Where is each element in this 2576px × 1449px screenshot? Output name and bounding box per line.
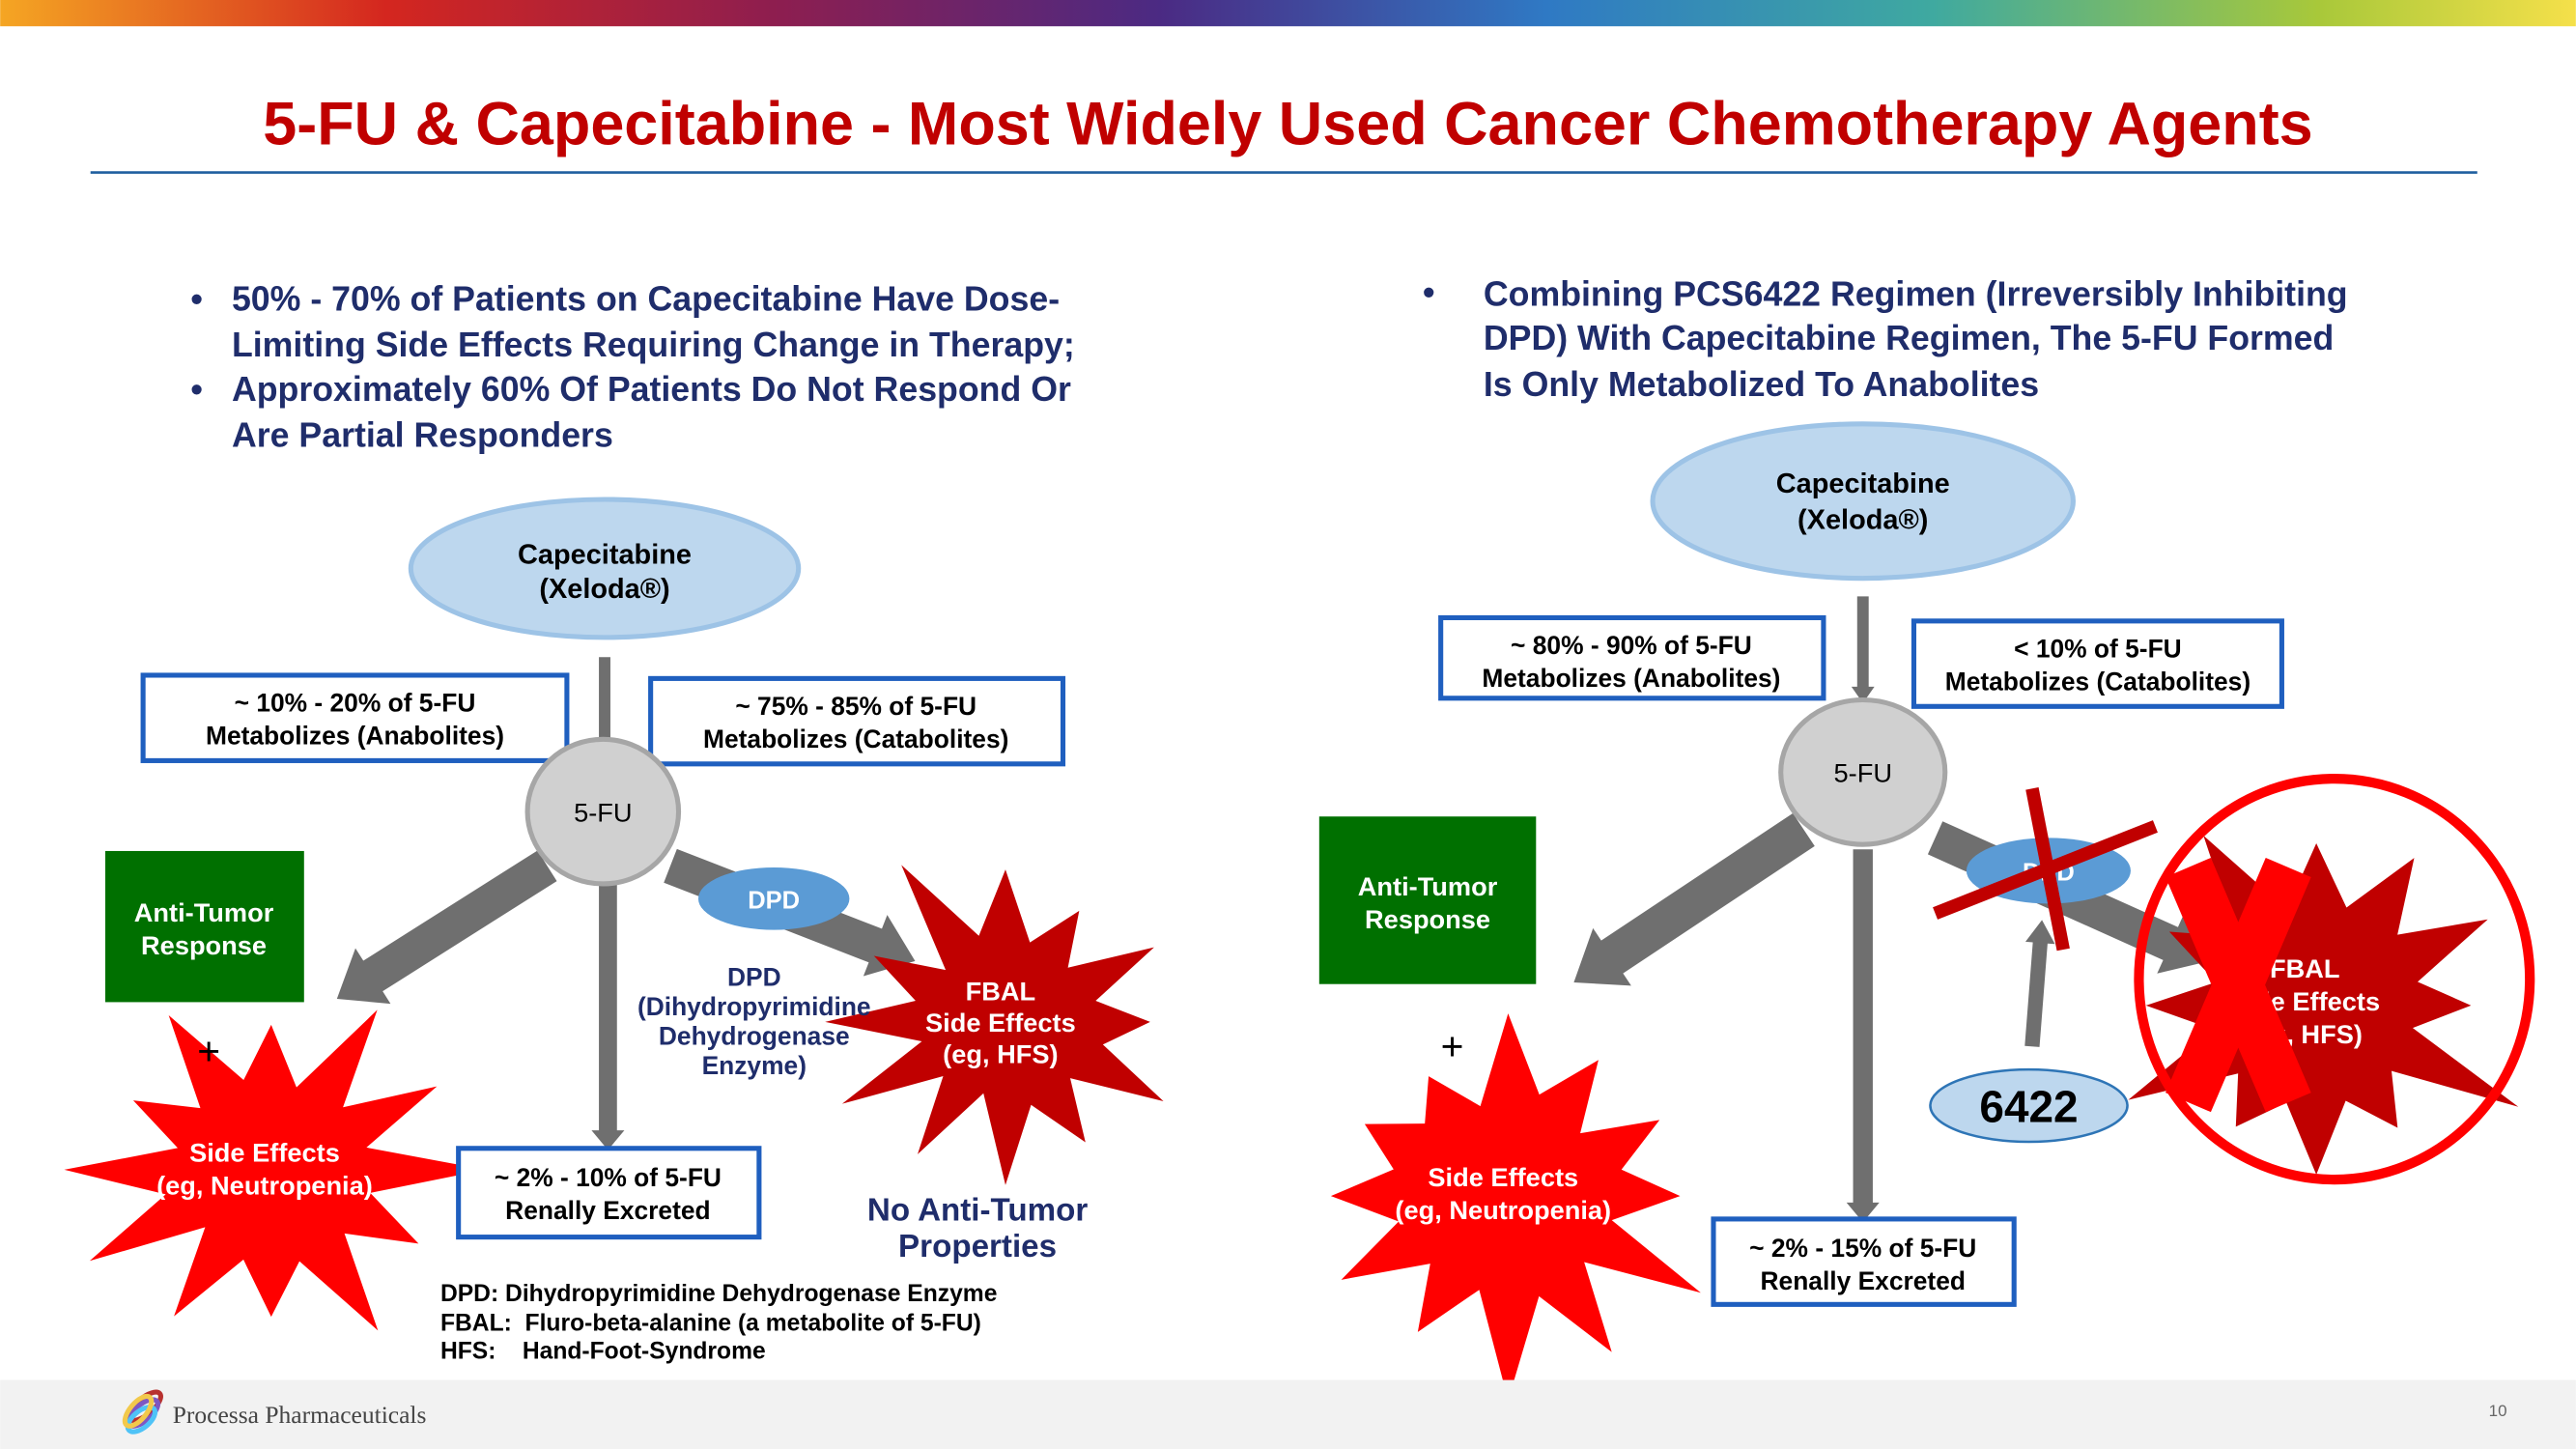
side-effects-starburst-left xyxy=(64,1009,486,1331)
dpd-description: DPD (Dihydropyrimidine Dehydrogenase Enz… xyxy=(637,962,871,1080)
bullet-line: Is Only Metabolized To Anabolites xyxy=(1484,365,2039,404)
renal-box-left xyxy=(456,1146,762,1240)
fu-label: 5-FU xyxy=(574,797,632,827)
side-effects-text: (eg, Neutropenia) xyxy=(156,1170,373,1200)
fu-circle-left xyxy=(524,736,682,887)
dpd-desc-line: (Dihydropyrimidine xyxy=(637,992,871,1021)
footer-bar xyxy=(0,1379,2576,1449)
bullet-dot: • xyxy=(190,279,203,318)
box-text: ~ 2% - 10% of 5-FU xyxy=(495,1163,722,1192)
bullet-dot: • xyxy=(1423,273,1435,312)
dpd-desc-line: Enzyme) xyxy=(702,1051,807,1080)
fbal-text: (eg, HFS) xyxy=(943,1038,1058,1068)
anabolites-box-left xyxy=(140,672,570,763)
box-text: Metabolizes (Anabolites) xyxy=(206,721,504,750)
arrow-6422-to-dpd xyxy=(2024,920,2055,1047)
catabolites-box-left xyxy=(648,675,1066,767)
blocked-x-icon xyxy=(2134,774,2535,1185)
processa-logo-icon xyxy=(122,1389,163,1435)
side-effects-text: Side Effects xyxy=(189,1137,340,1167)
drug-label: (Xeloda®) xyxy=(1798,505,1928,536)
dpd-cross-out-icon xyxy=(1933,787,2158,952)
anti-tumor-box-right xyxy=(1318,816,1537,984)
dpd-label: DPD xyxy=(748,887,800,914)
capecitabine-ellipse-right xyxy=(1650,421,2076,582)
fbal-text: FBAL xyxy=(2270,953,2340,983)
anti-tumor-text: Anti-Tumor xyxy=(1358,871,1498,901)
box-text: ~ 75% - 85% of 5-FU xyxy=(735,692,977,721)
box-text: ~ 80% - 90% of 5-FU xyxy=(1511,631,1752,660)
side-effects-text: Side Effects xyxy=(1428,1162,1578,1192)
pcs6422-label: 6422 xyxy=(1979,1082,2078,1132)
anti-tumor-text: Response xyxy=(141,930,267,960)
plus-sign: + xyxy=(1441,1024,1464,1068)
arrow-5fu-to-renal xyxy=(1846,849,1880,1223)
dpd-desc-line: Dehydrogenase xyxy=(659,1022,850,1051)
arrow-5fu-to-anti-tumor xyxy=(336,850,557,1005)
drug-label: (Xeloda®) xyxy=(539,574,669,605)
bullet-line: Are Partial Responders xyxy=(232,416,613,455)
prohibited-circle-icon xyxy=(2134,774,2535,1185)
footnote: FBAL: Fluro-beta-alanine (a metabolite o… xyxy=(440,1311,981,1337)
catabolites-box-right xyxy=(1911,618,2284,709)
bullet-dot: • xyxy=(190,370,203,409)
page-number: 10 xyxy=(2489,1402,2507,1420)
bullet-line: DPD) With Capecitabine Regimen, The 5-FU… xyxy=(1484,319,2334,357)
drug-label: Capecitabine xyxy=(518,539,692,570)
anti-tumor-box-left xyxy=(105,850,304,1003)
drug-label: Capecitabine xyxy=(1776,469,1950,499)
bullet-line: 50% - 70% of Patients on Capecitabine Ha… xyxy=(232,279,1060,318)
slide-title: 5-FU & Capecitabine - Most Widely Used C… xyxy=(263,91,2312,158)
right-bullets: • Combining PCS6422 Regimen (Irreversibl… xyxy=(1423,273,2348,404)
box-text: Renally Excreted xyxy=(505,1196,710,1225)
fbal-text: Side Effects xyxy=(925,1008,1076,1037)
top-gradient-bar xyxy=(0,0,2576,27)
capecitabine-ellipse-left xyxy=(408,497,802,640)
fbal-starburst-right xyxy=(2128,835,2519,1175)
fbal-text: FBAL xyxy=(966,977,1036,1007)
side-effects-starburst-right xyxy=(1330,1013,1701,1401)
plus-sign: + xyxy=(197,1029,220,1073)
left-bullets: • 50% - 70% of Patients on Capecitabine … xyxy=(190,279,1074,454)
renal-box-right xyxy=(1711,1216,2017,1307)
pcs6422-ellipse xyxy=(1929,1067,2129,1144)
footnotes: DPD: Dihydropyrimidine Dehydrogenase Enz… xyxy=(440,1281,997,1365)
box-text: < 10% of 5-FU xyxy=(2014,634,2182,663)
anti-tumor-text: Response xyxy=(1365,904,1490,934)
anti-tumor-text: Anti-Tumor xyxy=(134,897,274,927)
dpd-enzyme-ellipse-left xyxy=(697,867,850,930)
no-anti-tumor-text: Properties xyxy=(898,1229,1057,1264)
fu-circle-right xyxy=(1778,696,1948,847)
arrow-capecitabine-to-5fu xyxy=(593,657,616,759)
arrow-capecitabine-to-5fu xyxy=(1851,596,1875,703)
dpd-desc-line: DPD xyxy=(727,962,781,991)
box-text: ~ 2% - 15% of 5-FU xyxy=(1749,1234,1976,1263)
box-text: Renally Excreted xyxy=(1761,1266,1966,1295)
arrow-5fu-to-renal xyxy=(591,883,625,1151)
fu-label: 5-FU xyxy=(1834,758,1892,788)
side-effects-text: (eg, Neutropenia) xyxy=(1395,1195,1611,1225)
bullet-line: Limiting Side Effects Requiring Change i… xyxy=(232,326,1075,364)
company-name: Processa Pharmaceuticals xyxy=(173,1401,427,1429)
footnote: HFS: Hand-Foot-Syndrome xyxy=(440,1338,766,1364)
footnote: DPD: Dihydropyrimidine Dehydrogenase Enz… xyxy=(440,1281,997,1307)
box-text: Metabolizes (Anabolites) xyxy=(1482,664,1780,693)
bullet-line: Approximately 60% Of Patients Do Not Res… xyxy=(232,370,1071,409)
box-text: Metabolizes (Catabolites) xyxy=(1945,667,2250,696)
bullet-line: Combining PCS6422 Regimen (Irreversibly … xyxy=(1484,274,2348,313)
arrow-5fu-to-anti-tumor xyxy=(1573,812,1815,986)
box-text: Metabolizes (Catabolites) xyxy=(703,724,1008,753)
box-text: ~ 10% - 20% of 5-FU xyxy=(235,688,476,717)
no-anti-tumor-text: No Anti-Tumor xyxy=(867,1193,1088,1229)
anabolites-box-right xyxy=(1438,614,1826,701)
fbal-starburst-left xyxy=(825,865,1164,1185)
